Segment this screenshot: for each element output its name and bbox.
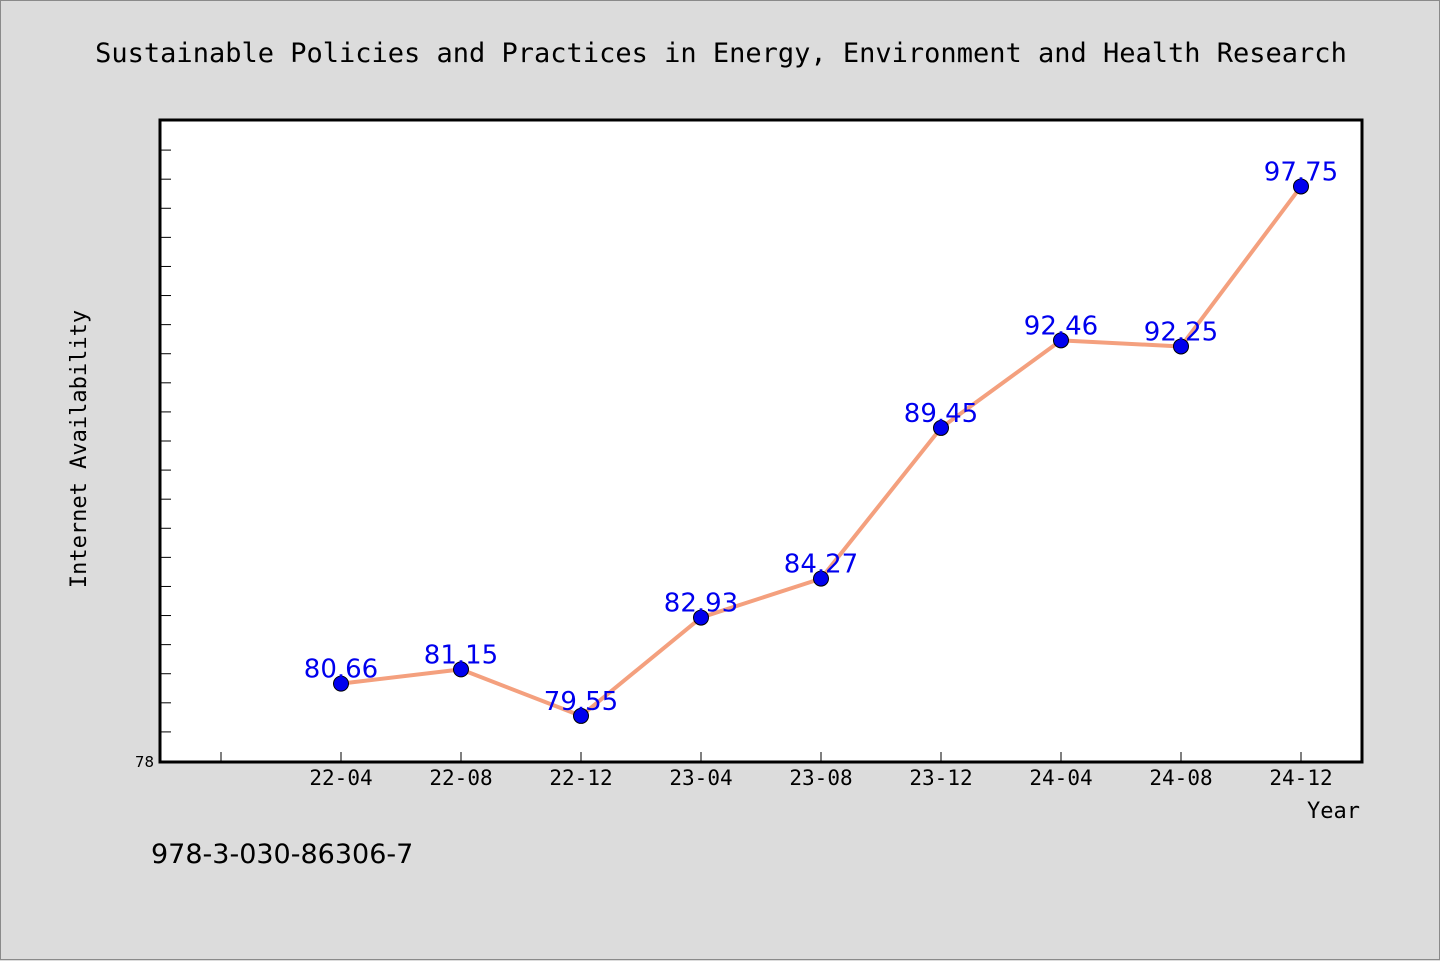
plot-area — [158, 118, 1364, 764]
x-tick-label: 24-08 — [1149, 766, 1212, 790]
x-tick-label: 22-12 — [549, 766, 612, 790]
data-point — [1053, 332, 1069, 349]
y-axis-label: Internet Availability — [67, 310, 92, 588]
data-label: 81.15 — [424, 640, 498, 670]
y-tick-label-min: 78 — [135, 753, 154, 771]
data-point — [1293, 178, 1309, 195]
x-tick-label: 22-04 — [309, 766, 372, 790]
data-point — [333, 675, 349, 692]
data-label: 80.66 — [304, 655, 378, 685]
data-label: 84.27 — [784, 550, 858, 580]
data-point — [693, 609, 709, 626]
series-markers — [333, 178, 1309, 724]
data-point — [573, 707, 589, 724]
data-label: 92.46 — [1024, 311, 1098, 341]
x-tick-label: 22-08 — [429, 766, 492, 790]
x-tick-label: 24-04 — [1029, 766, 1092, 790]
data-label: 92.25 — [1144, 317, 1218, 347]
x-tick-label: 23-12 — [909, 766, 972, 790]
data-labels: 80.66 81.15 79.55 82.93 84.27 89.45 92.46 92.25… — [304, 157, 1338, 716]
data-label: 79.55 — [544, 687, 618, 717]
data-point — [933, 419, 949, 436]
isbn-text: 978-3-030-86306-7 — [151, 839, 413, 870]
y-axis-ticks — [161, 149, 171, 733]
x-tick-label: 23-04 — [669, 766, 732, 790]
data-label: 97.75 — [1264, 157, 1338, 187]
x-tick-label: 24-12 — [1269, 766, 1332, 790]
data-point — [1173, 338, 1189, 355]
data-point — [453, 661, 469, 678]
chart-title: Sustainable Policies and Practices in En… — [95, 38, 1347, 69]
data-label: 82.93 — [664, 589, 738, 619]
x-axis-label: Year — [1307, 799, 1360, 824]
x-axis-ticks: 22-04 22-08 22-12 23-04 23-08 23-12 24-04 24-08… — [220, 752, 1333, 790]
data-label: 89.45 — [904, 399, 978, 429]
data-point — [813, 570, 829, 587]
x-tick-label: 23-08 — [789, 766, 852, 790]
